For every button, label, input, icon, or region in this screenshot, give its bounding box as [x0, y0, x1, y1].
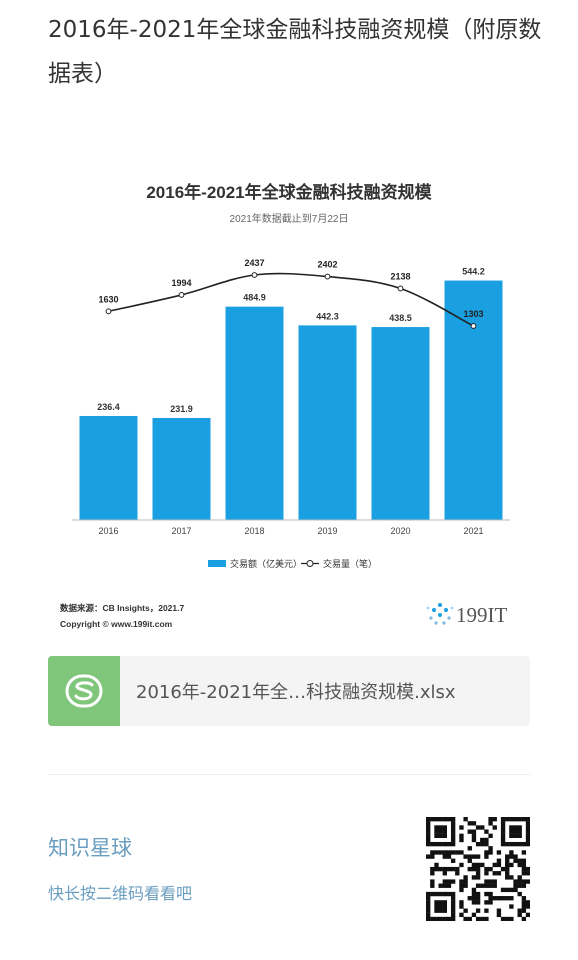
line-value-label: 2402	[317, 260, 337, 270]
line-value-label: 1630	[98, 294, 118, 304]
series-line	[108, 272, 474, 327]
bar	[152, 417, 211, 520]
page-title: 2016年-2021年全球金融科技融资规模（附原数据表）	[48, 17, 542, 87]
line-point	[178, 292, 185, 298]
chart-subtitle: 2021年数据截止到7月22日	[230, 212, 349, 225]
line-point	[470, 323, 477, 329]
promo-title: 知识星球	[48, 836, 132, 860]
attachment-file[interactable]: 2016年-2021年全…科技融资规模.xlsx	[48, 656, 530, 726]
bars-layer: 236.4 231.9 484.9 442.3 438.5 544.2	[79, 267, 503, 520]
line-value-label: 1303	[463, 309, 483, 319]
bar-value-label: 236.4	[97, 402, 120, 412]
line-value-label: 2138	[390, 271, 410, 281]
line-value-label: 1994	[171, 278, 191, 288]
line-value-label: 2437	[244, 258, 264, 268]
bar	[225, 306, 284, 520]
line-point	[324, 273, 331, 280]
copyright-text: Copyright © www.199it.com	[60, 619, 173, 629]
bar	[371, 327, 430, 520]
brand-logo: 199IT	[426, 603, 507, 627]
divider	[48, 774, 530, 775]
logo-text: 199IT	[456, 603, 507, 627]
x-tick-label: 2017	[171, 526, 191, 536]
bar-value-label: 438.5	[389, 313, 412, 323]
line-point	[251, 272, 258, 278]
bar-value-label: 231.9	[170, 404, 193, 414]
x-tick-label: 2018	[244, 526, 264, 536]
bar-value-label: 484.9	[243, 293, 266, 303]
file-name: 2016年-2021年全…科技融资规模.xlsx	[136, 682, 456, 703]
chart: 2016年-2021年全球金融科技融资规模 2021年数据截止到7月22日 23…	[60, 182, 510, 629]
legend-swatch-bar	[208, 560, 226, 567]
legend-swatch-marker	[306, 560, 314, 567]
chart-card: 2016年-2021年全球金融科技融资规模 2021年数据截止到7月22日 23…	[48, 160, 530, 640]
line-point	[397, 285, 404, 292]
logo-mark-icon	[426, 603, 454, 625]
legend-label-line: 交易量（笔）	[323, 558, 377, 569]
x-tick-label: 2016	[98, 526, 118, 536]
bar-value-label: 544.2	[462, 267, 485, 277]
line-point	[105, 308, 112, 315]
bar	[298, 325, 357, 520]
bar	[444, 280, 503, 520]
bar	[79, 415, 138, 520]
spreadsheet-icon	[48, 656, 120, 726]
promo-subtitle: 快长按二维码看看吧	[48, 884, 193, 903]
x-tick-label: 2020	[390, 526, 410, 536]
legend: 交易额（亿美元） 交易量（笔）	[208, 558, 377, 569]
line-layer: 1630 1994 2437 2402 2138 1303	[98, 258, 484, 329]
qr-code-icon	[426, 817, 530, 921]
chart-title: 2016年-2021年全球金融科技融资规模	[146, 182, 432, 202]
x-tick-label: 2019	[317, 526, 337, 536]
source-text: 数据来源：CB Insights，2021.7	[60, 603, 184, 613]
legend-label-bar: 交易额（亿美元）	[230, 558, 302, 569]
bar-value-label: 442.3	[316, 311, 339, 321]
x-axis: 2016 2017 2018 2019 2020 2021	[72, 519, 510, 536]
x-tick-label: 2021	[463, 526, 483, 536]
